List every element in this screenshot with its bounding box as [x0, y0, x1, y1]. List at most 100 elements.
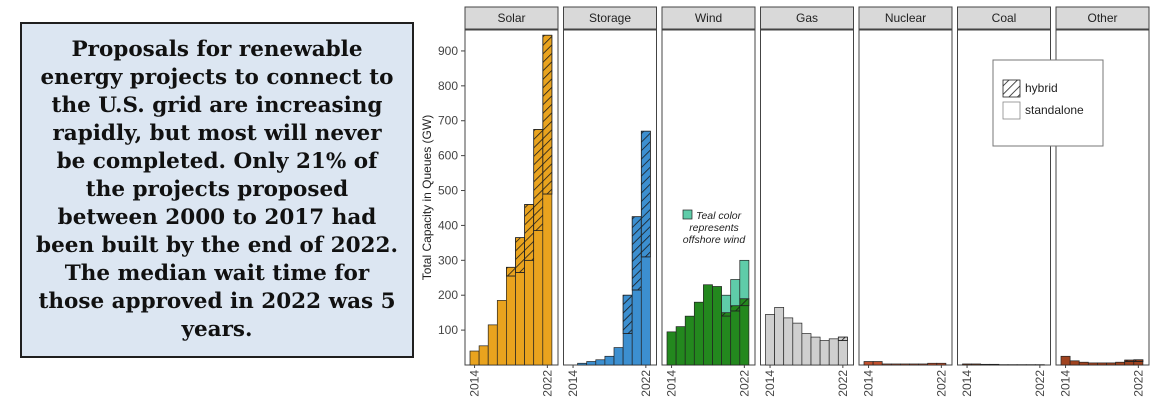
annotation-text: Teal color: [696, 210, 742, 222]
bar-offshore: [722, 295, 731, 312]
panel-title: Wind: [695, 11, 722, 25]
bar-standalone: [829, 339, 838, 365]
bar-standalone: [811, 337, 820, 365]
summary-callout-box: Proposals for renewable energy projects …: [20, 22, 414, 358]
bar-standalone: [578, 363, 587, 365]
bar-hybrid-hatch: [838, 337, 847, 340]
y-axis-label: Total Capacity in Queues (GW): [420, 115, 434, 280]
bar-hybrid-hatch: [632, 217, 641, 290]
bar-standalone: [1070, 361, 1079, 365]
bar-standalone: [963, 364, 972, 365]
bar-standalone: [722, 316, 731, 365]
x-tick-label: 2014: [665, 370, 679, 397]
bar-standalone: [676, 327, 685, 365]
bar-standalone: [838, 341, 847, 365]
bar-standalone: [731, 311, 740, 365]
bar-standalone: [497, 300, 506, 365]
bar-standalone: [784, 318, 793, 365]
bar-offshore: [740, 260, 749, 298]
bar-standalone: [864, 362, 873, 365]
bar-standalone: [882, 364, 891, 365]
legend-swatch-hybrid: [1003, 80, 1020, 97]
bar-standalone: [587, 362, 596, 365]
panel-gas: Gas 2014 2022: [761, 7, 854, 397]
bar-standalone: [802, 334, 811, 365]
y-tick-label: 100: [438, 323, 458, 337]
bar-standalone: [479, 346, 488, 365]
annotation-swatch: [683, 210, 692, 219]
bar-standalone: [891, 364, 900, 365]
bar-standalone: [928, 363, 937, 365]
bar-standalone: [703, 285, 712, 365]
bar-hybrid-hatch: [623, 295, 632, 333]
bar-standalone: [506, 276, 515, 365]
x-tick-label: 2014: [960, 370, 974, 397]
bar-standalone: [641, 257, 650, 365]
bar-standalone: [713, 286, 722, 365]
bar-standalone: [766, 314, 775, 365]
bar-standalone: [900, 364, 909, 365]
panel-frame: [859, 30, 952, 365]
panel-title: Solar: [497, 11, 525, 25]
bar-hybrid-hatch: [731, 306, 740, 311]
legend-label: hybrid: [1025, 81, 1058, 95]
bar-standalone: [1079, 362, 1088, 365]
bar-standalone: [543, 194, 552, 365]
x-tick-label: 2022: [1131, 370, 1145, 397]
y-tick-label: 300: [438, 253, 458, 267]
annotation-text: offshore wind: [683, 234, 747, 246]
bar-offshore: [731, 280, 740, 306]
y-tick-label: 600: [438, 149, 458, 163]
bar-standalone: [1107, 363, 1116, 365]
bar-standalone: [667, 332, 676, 365]
y-tick-label: 500: [438, 184, 458, 198]
bar-hybrid-hatch: [722, 313, 731, 316]
bar-standalone: [685, 316, 694, 365]
bar-standalone: [596, 360, 605, 365]
bar-standalone: [873, 362, 882, 365]
bar-standalone: [614, 348, 623, 365]
bar-hybrid-hatch: [641, 131, 650, 257]
bar-standalone: [1088, 363, 1097, 365]
bar-standalone: [1097, 363, 1106, 365]
annotation-text: represents: [689, 222, 739, 234]
panel-title: Storage: [589, 11, 631, 25]
bar-standalone: [488, 325, 497, 365]
bar-standalone: [1061, 356, 1070, 365]
legend-swatch-standalone: [1003, 102, 1020, 119]
panel-title: Nuclear: [885, 11, 926, 25]
bar-hybrid-hatch: [1134, 360, 1143, 362]
x-tick-label: 2014: [468, 370, 482, 397]
x-tick-label: 2022: [639, 370, 653, 397]
faceted-bar-chart: Total Capacity in Queues (GW) 100 200 300 40…: [418, 0, 1163, 407]
bar-standalone: [910, 364, 919, 365]
bar-standalone: [534, 231, 543, 365]
bar-standalone: [694, 302, 703, 365]
bar-standalone: [470, 351, 479, 365]
y-tick-label: 900: [438, 44, 458, 58]
bar-standalone: [972, 364, 981, 365]
y-tick-label: 200: [438, 288, 458, 302]
bar-hybrid-hatch: [506, 267, 515, 276]
bar-hybrid-hatch: [543, 35, 552, 194]
bar-standalone: [1116, 362, 1125, 365]
bar-standalone: [623, 334, 632, 365]
bar-standalone: [981, 364, 990, 365]
panel-nuclear: Nuclear 2014 2022: [859, 7, 952, 397]
bar-standalone: [740, 306, 749, 365]
y-tick-label: 700: [438, 114, 458, 128]
legend-label: standalone: [1025, 103, 1084, 117]
bar-standalone: [820, 341, 829, 365]
panel-title: Other: [1087, 11, 1117, 25]
x-tick-label: 2014: [862, 370, 876, 397]
y-tick-label: 800: [438, 79, 458, 93]
panel-solar: Solar 2014 2022: [465, 7, 558, 397]
bar-hybrid-hatch: [740, 299, 749, 306]
x-tick-label: 2022: [836, 370, 850, 397]
x-tick-label: 2014: [566, 370, 580, 397]
panel-title: Coal: [992, 11, 1017, 25]
x-tick-label: 2014: [1059, 370, 1073, 397]
bar-standalone: [632, 290, 641, 365]
bar-standalone: [775, 307, 784, 365]
